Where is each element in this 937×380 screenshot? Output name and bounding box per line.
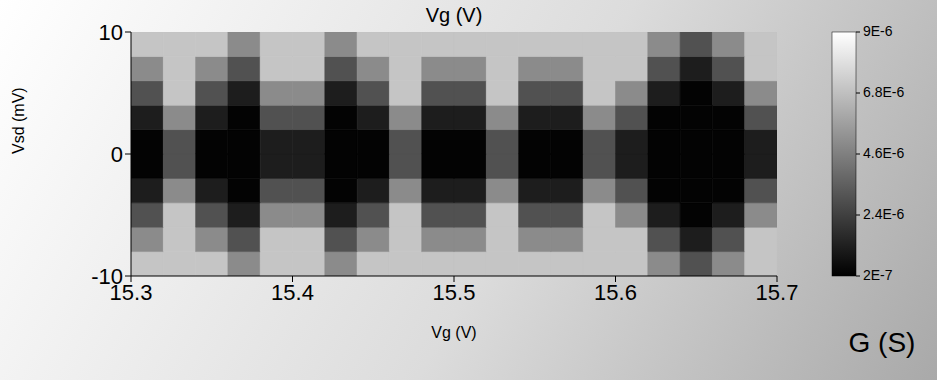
svg-text:2E-7: 2E-7	[863, 267, 893, 283]
svg-text:G (S): G (S)	[849, 327, 916, 358]
svg-text:2.4E-6: 2.4E-6	[863, 206, 904, 222]
svg-text:9E-6: 9E-6	[863, 23, 893, 39]
svg-text:15.7: 15.7	[756, 280, 799, 305]
svg-text:Vg (V): Vg (V)	[431, 324, 476, 341]
svg-text:6.8E-6: 6.8E-6	[863, 84, 904, 100]
svg-text:15.3: 15.3	[109, 279, 153, 305]
svg-text:Vsd (mV): Vsd (mV)	[10, 87, 27, 154]
svg-text:-10: -10	[91, 264, 123, 289]
svg-text:15.6: 15.6	[594, 280, 637, 305]
svg-text:15.4: 15.4	[271, 280, 314, 305]
svg-text:15.5: 15.5	[433, 280, 476, 305]
svg-text:0: 0	[111, 142, 123, 167]
svg-text:4.6E-6: 4.6E-6	[863, 145, 904, 161]
html-text:Vg (V): Vg (V)	[425, 4, 483, 26]
svg-text:10: 10	[99, 20, 123, 45]
